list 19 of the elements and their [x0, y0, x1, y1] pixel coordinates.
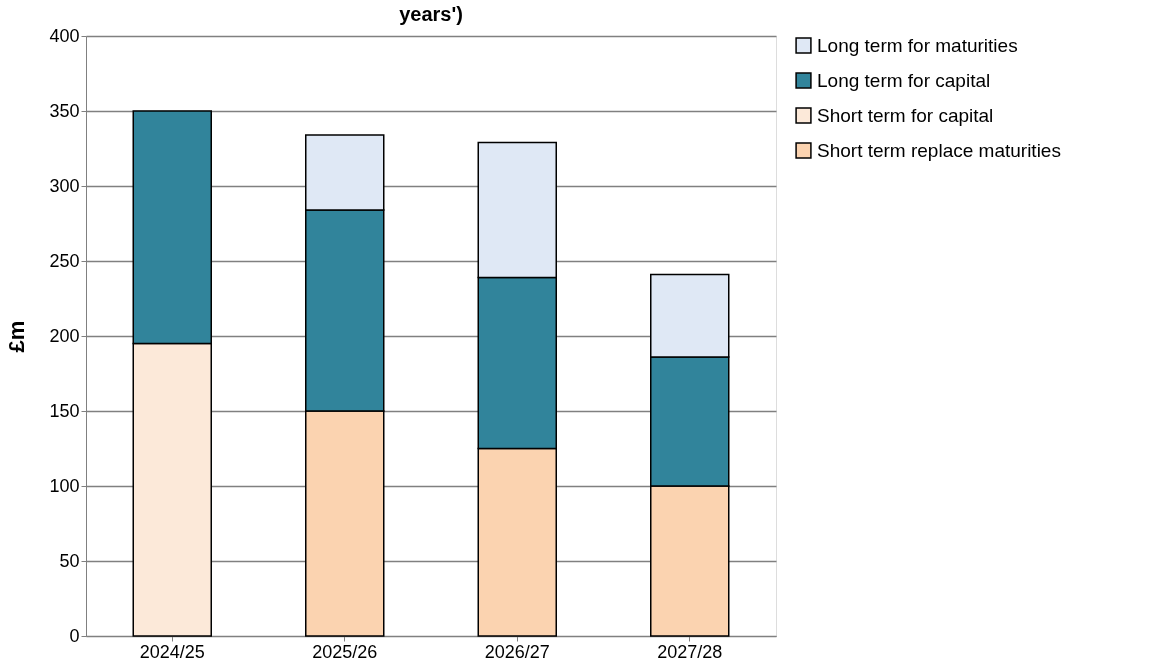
x-tick-label: 2026/27 [484, 641, 550, 662]
y-tick-label: 150 [49, 400, 80, 421]
chart-title: years') [399, 3, 463, 25]
legend-label: Long term for capital [817, 69, 991, 91]
y-tick-label: 400 [49, 25, 80, 46]
y-tick-label: 300 [49, 175, 80, 196]
x-tick-label: 2025/26 [312, 641, 378, 662]
legend-label: Long term for maturities [817, 34, 1018, 56]
x-tick-label: 2027/28 [657, 641, 723, 662]
y-tick-label: 100 [49, 475, 80, 496]
y-tick-label: 50 [59, 550, 80, 571]
legend-label: Short term for capital [817, 104, 994, 126]
x-tick-label: 2024/25 [139, 641, 205, 662]
y-tick-label: 350 [49, 100, 80, 121]
y-tick-label: 0 [69, 625, 80, 646]
legend-label: Short term replace maturities [817, 139, 1061, 161]
y-tick-label: 200 [49, 325, 80, 346]
y-axis-title: £m [4, 320, 30, 353]
y-tick-label: 250 [49, 250, 80, 271]
